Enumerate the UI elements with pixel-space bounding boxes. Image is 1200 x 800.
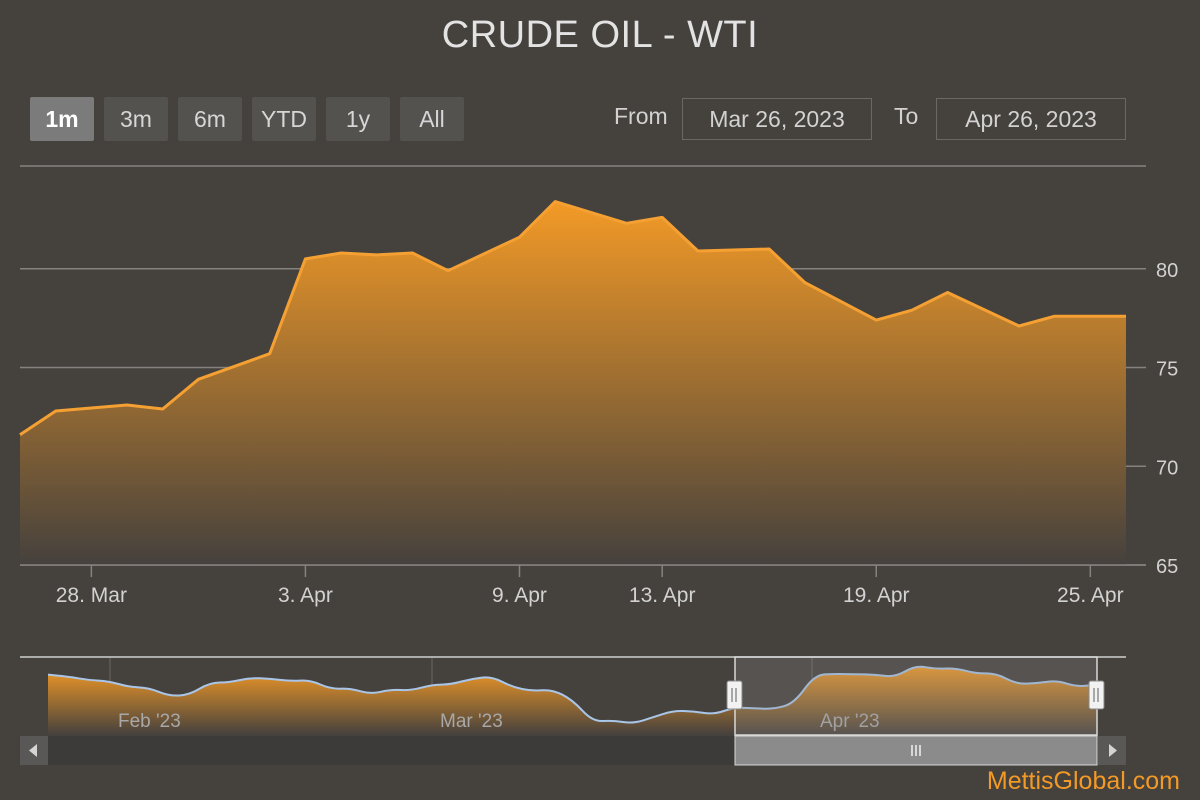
to-label: To [894,103,919,129]
range-button-3m[interactable]: 3m [104,97,168,141]
range-button-ytd[interactable]: YTD [252,97,316,141]
navigator-line [47,665,1098,724]
range-button-6m[interactable]: 6m [178,97,242,141]
series-area-fill [20,201,1126,565]
y-axis: 65 70 75 80 [1156,260,1178,578]
y-tick-label: 75 [1156,359,1178,381]
y-tick-label: 65 [1156,556,1178,578]
main-plot: 65 70 75 80 28. Mar 3. Apr 9. Apr 13. Apr 19. A… [19,165,1178,607]
navigator-month-label: Mar '23 [440,711,503,732]
watermark: MettisGlobal.com [986,767,1180,795]
to-date-input[interactable] [936,98,1126,140]
range-button-1m[interactable]: 1m [30,97,94,141]
scrollbar-left-arrow-icon[interactable] [20,736,48,765]
chart-title: CRUDE OIL - WTI [441,14,759,56]
navigator-month-label: Apr '23 [820,711,880,732]
x-tick-label: 9. Apr [492,584,547,607]
y-tick-label: 80 [1156,260,1178,282]
scrollbar-thumb[interactable] [734,735,1098,766]
y-tick-label: 70 [1156,457,1178,479]
navigator-right-handle[interactable] [1088,680,1105,710]
scrollbar-right-arrow-icon[interactable] [1098,736,1126,765]
navigator-labels: Feb '23 Mar '23 Apr '23 [118,711,880,732]
range-button-1y[interactable]: 1y [326,97,390,141]
navigator-left-handle[interactable] [726,680,743,710]
series-line [19,200,1126,436]
x-tick-label: 13. Apr [629,584,696,607]
x-tick-label: 25. Apr [1057,584,1124,607]
navigator-month-label: Feb '23 [118,711,181,732]
x-tick-label: 19. Apr [843,584,910,607]
x-tick-label: 3. Apr [278,584,333,607]
navigator-area [48,666,1097,735]
x-tick-label: 28. Mar [56,584,127,607]
range-button-all[interactable]: All [400,97,464,141]
from-date-input[interactable] [682,98,872,140]
from-label: From [614,103,668,129]
x-axis: 28. Mar 3. Apr 9. Apr 13. Apr 19. Apr 25. Apr [20,564,1146,607]
navigator-selected-range[interactable] [734,656,1098,736]
